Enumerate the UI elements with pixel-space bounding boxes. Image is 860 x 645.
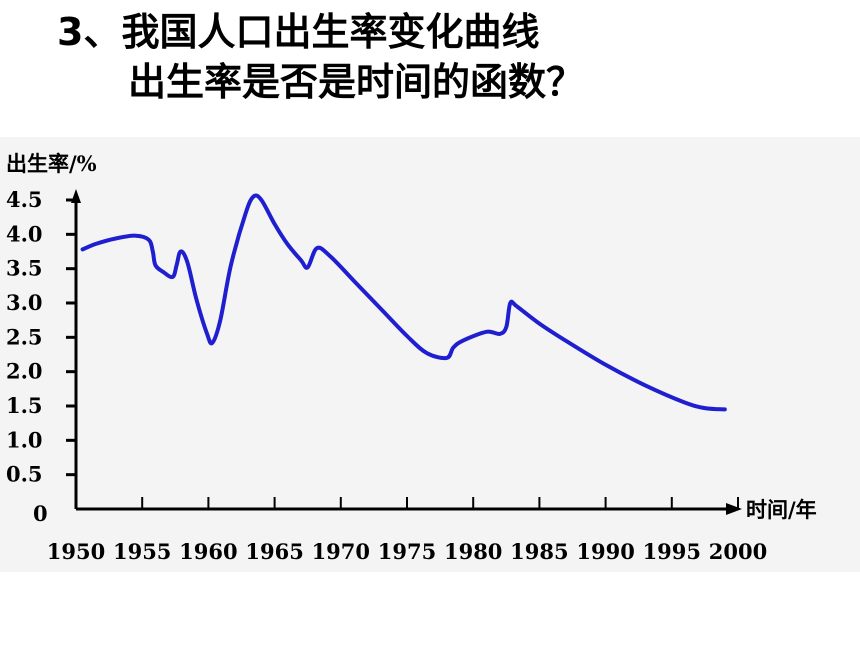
y-tick-label: 0 <box>33 501 48 526</box>
x-tick-label: 1980 <box>444 539 502 564</box>
x-tick-label: 1995 <box>643 539 701 564</box>
y-tick-label: 0.5 <box>6 462 43 487</box>
page-subtitle: 出生率是否是时间的函数？ <box>128 60 585 104</box>
y-tick-label: 3.0 <box>6 290 43 315</box>
birth-rate-chart: 出生率/% 0 0.5 1.0 1.5 2.0 2.5 3.0 3.5 4.0 4.5 1950 1… <box>6 151 817 564</box>
x-tick-label: 1965 <box>245 539 303 564</box>
y-tick-label: 2.5 <box>6 324 43 349</box>
y-tick-label: 4.0 <box>6 221 43 246</box>
x-tick-label: 1990 <box>576 539 634 564</box>
x-tick-label: 1955 <box>113 539 171 564</box>
y-tick-label: 1.5 <box>6 393 43 418</box>
x-tick-label: 2000 <box>709 539 767 564</box>
x-tick-label: 1975 <box>378 539 436 564</box>
y-tick-label: 1.0 <box>6 427 43 452</box>
x-tick-label: 1985 <box>510 539 568 564</box>
series-line <box>80 193 727 412</box>
chart-panel: 出生率/% 0 0.5 1.0 1.5 2.0 2.5 3.0 3.5 4.0 4.5 1950 1… <box>0 137 860 572</box>
x-axis-label: 时间/年 <box>746 497 817 522</box>
y-tick-label: 4.5 <box>6 187 43 212</box>
y-tick-label: 3.5 <box>6 256 43 281</box>
x-tick-label: 1960 <box>179 539 237 564</box>
page-title: 3、我国人口出生率变化曲线 <box>57 10 540 54</box>
x-axis-arrowhead <box>726 503 742 515</box>
x-tick-label: 1970 <box>312 539 370 564</box>
y-axis-label: 出生率/% <box>6 151 97 176</box>
y-tick-label: 2.0 <box>6 359 43 384</box>
x-tick-label: 1950 <box>47 539 105 564</box>
